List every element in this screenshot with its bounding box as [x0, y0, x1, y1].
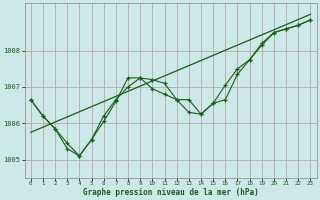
X-axis label: Graphe pression niveau de la mer (hPa): Graphe pression niveau de la mer (hPa)	[83, 188, 259, 197]
